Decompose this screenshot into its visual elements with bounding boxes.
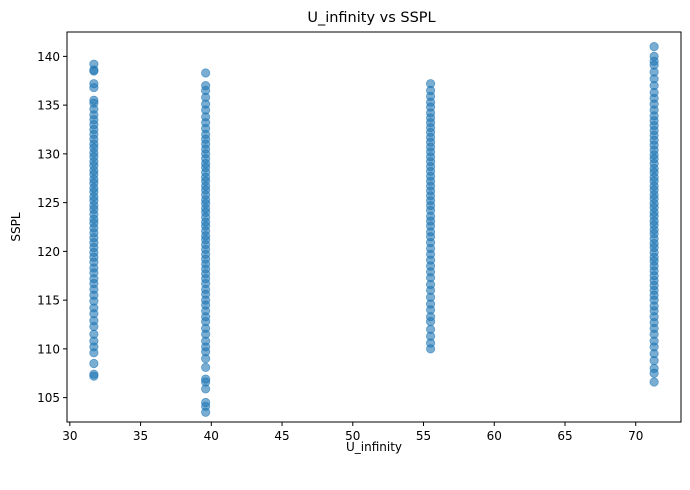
plot-frame <box>66 31 682 423</box>
x-tick-label: 35 <box>133 429 148 443</box>
y-axis-label: SSPL <box>9 212 23 241</box>
data-points <box>89 42 659 417</box>
x-axis-label: U_infinity <box>346 440 402 454</box>
y-tick-label: 110 <box>37 342 60 356</box>
x-tick-label: 30 <box>62 429 77 443</box>
scatter-point <box>89 369 99 379</box>
x-tick-label: 45 <box>274 429 289 443</box>
y-tick-label: 130 <box>37 147 60 161</box>
scatter-point <box>201 374 211 384</box>
y-tick-label: 140 <box>37 50 60 64</box>
scatter-point <box>89 95 99 105</box>
x-tick-label: 55 <box>416 429 431 443</box>
scatter-point <box>201 362 211 372</box>
scatter-point <box>649 377 659 387</box>
y-axis-ticks: 105 110 115 120 125 130 135 140 <box>37 50 67 405</box>
scatter-point <box>201 397 211 408</box>
scatter-point <box>89 329 99 339</box>
scatter-point <box>201 68 211 78</box>
y-tick-label: 120 <box>37 245 60 259</box>
scatter-point <box>649 363 659 373</box>
x-tick-label: 60 <box>487 429 502 443</box>
x-tick-label: 40 <box>204 429 219 443</box>
scatter-point <box>649 51 659 61</box>
x-tick-label: 50 <box>345 429 360 443</box>
x-tick-label: 70 <box>628 429 643 443</box>
y-tick-label: 135 <box>37 99 60 113</box>
scatter-point <box>201 81 211 91</box>
scatter-point <box>89 59 99 69</box>
x-axis-ticks: 30 35 40 45 50 55 60 65 70 <box>62 422 643 443</box>
y-tick-label: 105 <box>37 391 60 405</box>
x-tick-label: 65 <box>557 429 572 443</box>
y-tick-label: 115 <box>37 294 60 308</box>
chart-title: U_infinity vs SSPL <box>307 10 435 26</box>
scatter-point <box>649 42 659 52</box>
scatter-point <box>425 324 436 334</box>
scatter-point <box>89 79 99 89</box>
scatter-point <box>425 79 436 89</box>
y-tick-label: 125 <box>37 196 60 210</box>
scatter-point <box>89 358 99 369</box>
